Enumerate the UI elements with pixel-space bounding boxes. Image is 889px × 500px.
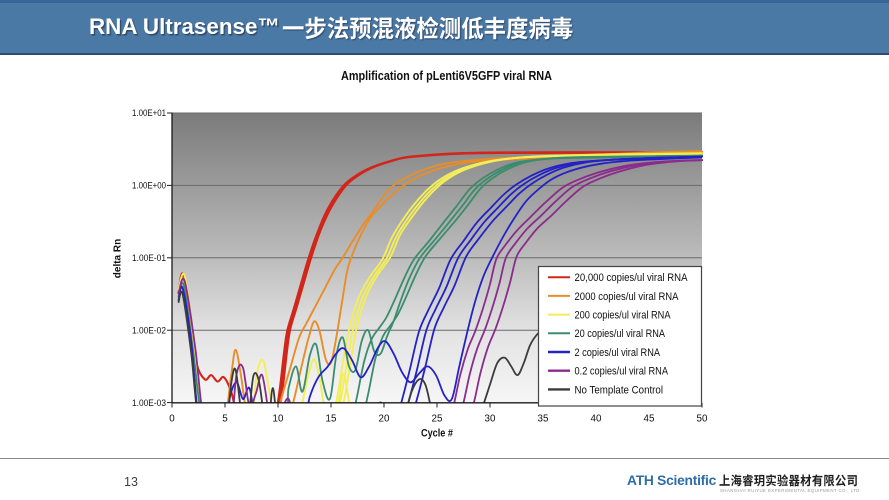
svg-text:Cycle #: Cycle # bbox=[421, 428, 453, 440]
svg-text:40: 40 bbox=[591, 414, 602, 425]
svg-text:2000 copies/ul viral RNA: 2000 copies/ul viral RNA bbox=[575, 291, 680, 303]
svg-text:0.2 copies/ul viral RNA: 0.2 copies/ul viral RNA bbox=[575, 366, 669, 378]
svg-text:20: 20 bbox=[379, 414, 390, 425]
svg-text:1.00E+01: 1.00E+01 bbox=[132, 108, 166, 118]
svg-text:0: 0 bbox=[169, 414, 175, 425]
svg-text:No Template Control: No Template Control bbox=[575, 384, 664, 396]
svg-text:Amplification of pLenti6V5GFP: Amplification of pLenti6V5GFP viral RNA bbox=[341, 69, 552, 83]
svg-text:1.00E-02: 1.00E-02 bbox=[132, 325, 166, 335]
svg-text:45: 45 bbox=[644, 414, 655, 425]
svg-text:1.00E+00: 1.00E+00 bbox=[132, 181, 166, 191]
svg-text:35: 35 bbox=[538, 414, 549, 425]
svg-text:10: 10 bbox=[273, 414, 284, 425]
svg-text:5: 5 bbox=[222, 414, 228, 425]
svg-text:20,000 copies/ul viral RNA: 20,000 copies/ul viral RNA bbox=[575, 272, 689, 284]
svg-text:50: 50 bbox=[697, 414, 708, 425]
svg-text:2 copies/ul viral RNA: 2 copies/ul viral RNA bbox=[575, 347, 661, 359]
svg-text:30: 30 bbox=[485, 414, 496, 425]
svg-text:1.00E-03: 1.00E-03 bbox=[132, 398, 166, 408]
svg-text:delta Rn: delta Rn bbox=[113, 239, 124, 278]
svg-text:20 copies/ul viral RNA: 20 copies/ul viral RNA bbox=[575, 328, 666, 340]
svg-text:200 copies/ul viral RNA: 200 copies/ul viral RNA bbox=[575, 310, 672, 322]
svg-text:15: 15 bbox=[326, 414, 337, 425]
svg-text:1.00E-01: 1.00E-01 bbox=[132, 253, 166, 263]
svg-text:25: 25 bbox=[432, 414, 443, 425]
